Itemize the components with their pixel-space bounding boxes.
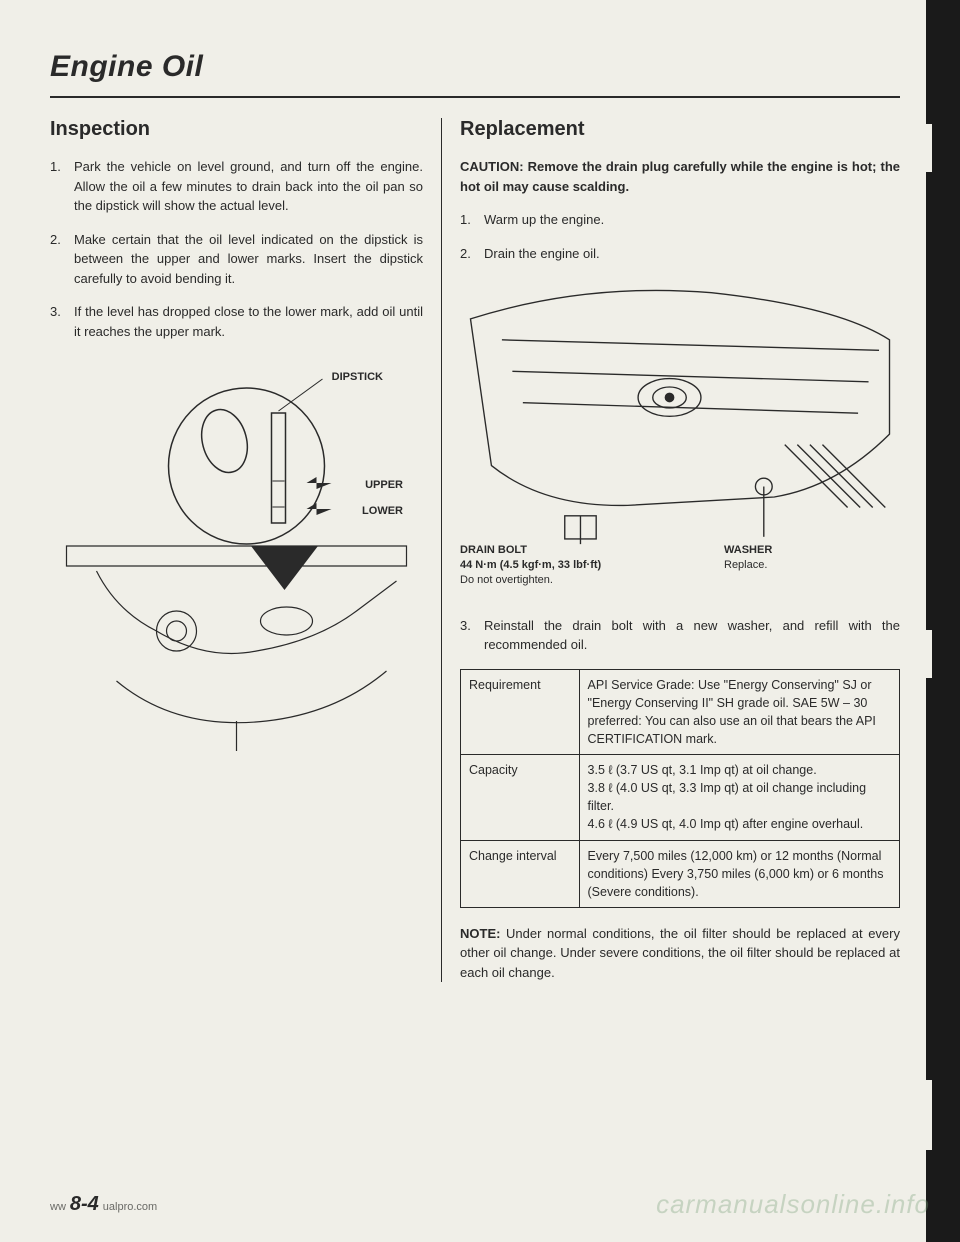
caution-label: CAUTION: (460, 159, 524, 174)
note-text: Under normal conditions, the oil filter … (460, 926, 900, 980)
label-drain-bolt: DRAIN BOLT (460, 543, 671, 558)
note-block: NOTE: Under normal conditions, the oil f… (460, 924, 900, 983)
label-washer-note: Replace. (724, 558, 900, 573)
page-number: 8-4 (70, 1193, 99, 1216)
dipstick-diagram: DIPSTICK UPPER LOWER (50, 371, 423, 751)
page: Engine Oil Inspection Park the vehicle o… (0, 0, 960, 1242)
washer-block: WASHER Replace. (724, 543, 900, 588)
dipstick-svg (50, 371, 423, 751)
drain-bolt-block: DRAIN BOLT 44 N·m (4.5 kgf·m, 33 lbf·ft)… (460, 543, 671, 588)
drain-diagram (460, 277, 900, 537)
label-lower: LOWER (362, 505, 403, 517)
replacement-steps-a: Warm up the engine. Drain the engine oil… (460, 210, 900, 263)
column-right: Replacement CAUTION: Remove the drain pl… (441, 118, 900, 982)
caution-block: CAUTION: Remove the drain plug carefully… (460, 157, 900, 196)
replacement-step-1: Warm up the engine. (460, 210, 900, 230)
heading-inspection: Inspection (50, 118, 423, 141)
replacement-steps-b: Reinstall the drain bolt with a new wash… (460, 616, 900, 655)
column-left: Inspection Park the vehicle on level gro… (50, 118, 441, 982)
table-row: Capacity 3.5 ℓ (3.7 US qt, 3.1 Imp qt) a… (461, 755, 900, 841)
cell-capacity-val: 3.5 ℓ (3.7 US qt, 3.1 Imp qt) at oil cha… (579, 755, 899, 841)
label-dipstick: DIPSTICK (332, 371, 383, 383)
cell-capacity-key: Capacity (461, 755, 580, 841)
drain-labels: DRAIN BOLT 44 N·m (4.5 kgf·m, 33 lbf·ft)… (460, 543, 900, 588)
title-rule (50, 96, 900, 98)
cell-requirement-val: API Service Grade: Use "Energy Conservin… (579, 669, 899, 755)
drain-svg (460, 277, 900, 549)
inspection-step-3: If the level has dropped close to the lo… (50, 302, 423, 341)
note-label: NOTE: (460, 926, 500, 941)
footer: ww 8-4 ualpro.com (50, 1193, 157, 1216)
page-title: Engine Oil (50, 50, 900, 84)
inspection-step-1: Park the vehicle on level ground, and tu… (50, 157, 423, 216)
replacement-step-2: Drain the engine oil. (460, 244, 900, 264)
caution-text: Remove the drain plug carefully while th… (460, 159, 900, 194)
cell-interval-val: Every 7,500 miles (12,000 km) or 12 mont… (579, 840, 899, 907)
label-upper: UPPER (365, 479, 403, 491)
cell-requirement-key: Requirement (461, 669, 580, 755)
label-drain-torque: 44 N·m (4.5 kgf·m, 33 lbf·ft) (460, 558, 671, 573)
watermark: carmanualsonline.info (656, 1189, 930, 1220)
heading-replacement: Replacement (460, 118, 900, 141)
two-column-layout: Inspection Park the vehicle on level gro… (50, 118, 900, 982)
label-drain-note: Do not overtighten. (460, 573, 671, 588)
replacement-step-3: Reinstall the drain bolt with a new wash… (460, 616, 900, 655)
label-washer: WASHER (724, 543, 900, 558)
table-row: Change interval Every 7,500 miles (12,00… (461, 840, 900, 907)
oil-spec-table: Requirement API Service Grade: Use "Ener… (460, 669, 900, 908)
cell-interval-key: Change interval (461, 840, 580, 907)
table-row: Requirement API Service Grade: Use "Ener… (461, 669, 900, 755)
footer-prefix: ww (50, 1201, 66, 1213)
inspection-step-2: Make certain that the oil level indicate… (50, 230, 423, 289)
inspection-steps: Park the vehicle on level ground, and tu… (50, 157, 423, 341)
footer-domain: ualpro.com (103, 1201, 157, 1213)
